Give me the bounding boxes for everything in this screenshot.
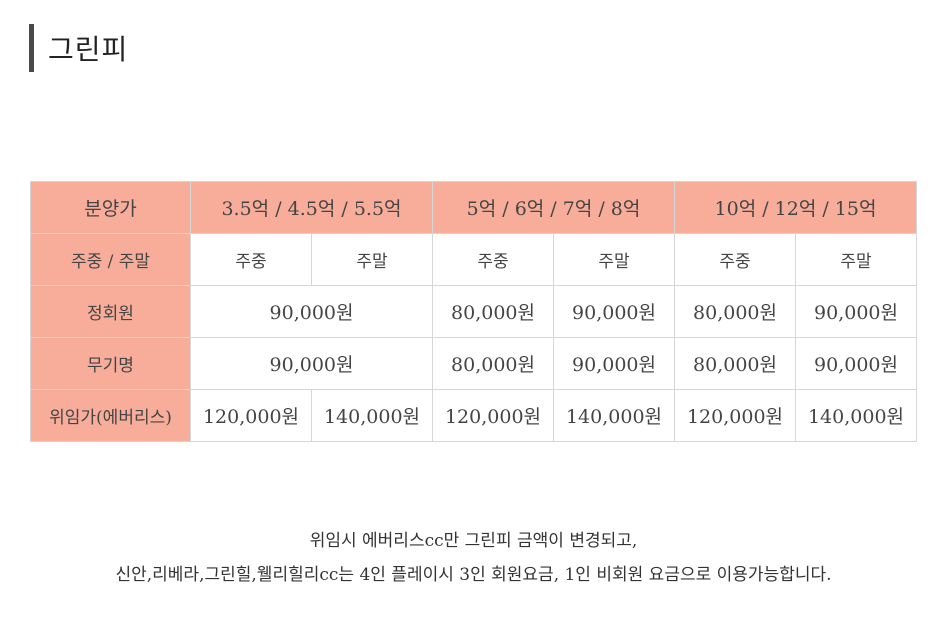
table-cell: 90,000원 <box>795 337 917 390</box>
table-cell: 80,000원 <box>674 285 796 338</box>
table-row: 정회원 90,000원 80,000원 90,000원 80,000원 90,0… <box>30 285 917 338</box>
note-line: 위임시 에버리스cc만 그린피 금액이 변경되고, <box>309 531 638 551</box>
table-cell: 120,000원 <box>674 389 796 442</box>
table-cell: 120,000원 <box>432 389 554 442</box>
table-cell: 140,000원 <box>553 389 675 442</box>
subheader-cell: 주중 <box>674 233 796 286</box>
table-cell: 140,000원 <box>795 389 917 442</box>
page-title-block: 그린피 <box>29 24 128 72</box>
title-accent-bar <box>29 24 34 72</box>
header-group-2: 5억 / 6억 / 7억 / 8억 <box>432 181 675 234</box>
table-cell: 90,000원 <box>553 337 675 390</box>
table-row: 위임가(에버리스) 120,000원 140,000원 120,000원 140… <box>30 389 917 442</box>
table-cell: 90,000원 <box>190 285 433 338</box>
table-header-row: 분양가 3.5억 / 4.5억 / 5.5억 5억 / 6억 / 7억 / 8억… <box>30 181 917 234</box>
table-cell: 90,000원 <box>190 337 433 390</box>
table-cell: 80,000원 <box>432 285 554 338</box>
table-cell: 80,000원 <box>674 337 796 390</box>
table-subheader-row: 주중 / 주말 주중 주말 주중 주말 주중 주말 <box>30 233 917 286</box>
subheader-cell: 주중 <box>432 233 554 286</box>
subheader-cell: 주말 <box>795 233 917 286</box>
subheader-cell: 주말 <box>311 233 433 286</box>
table-cell: 90,000원 <box>795 285 917 338</box>
row-label-delegated: 위임가(에버리스) <box>30 389 191 442</box>
subheader-cell: 주중 <box>190 233 312 286</box>
table-cell: 120,000원 <box>190 389 312 442</box>
green-fee-table: 분양가 3.5억 / 4.5억 / 5.5억 5억 / 6억 / 7억 / 8억… <box>30 181 917 442</box>
table-cell: 80,000원 <box>432 337 554 390</box>
note-line: 신안,리베라,그린힐,웰리힐리cc는 4인 플레이시 3인 회원요금, 1인 비… <box>115 565 832 585</box>
table-row: 무기명 90,000원 80,000원 90,000원 80,000원 90,0… <box>30 337 917 390</box>
header-group-1: 3.5억 / 4.5억 / 5.5억 <box>190 181 433 234</box>
row-label-regular-member: 정회원 <box>30 285 191 338</box>
notes-block: 위임시 에버리스cc만 그린피 금액이 변경되고, 신안,리베라,그린힐,웰리힐… <box>0 524 947 592</box>
subheader-cell: 주말 <box>553 233 675 286</box>
subheader-label: 주중 / 주말 <box>30 233 191 286</box>
table-cell: 90,000원 <box>553 285 675 338</box>
row-label-anonymous: 무기명 <box>30 337 191 390</box>
header-group-3: 10억 / 12억 / 15억 <box>674 181 917 234</box>
page-title: 그린피 <box>48 33 129 66</box>
table-cell: 140,000원 <box>311 389 433 442</box>
header-label-price: 분양가 <box>30 181 191 234</box>
